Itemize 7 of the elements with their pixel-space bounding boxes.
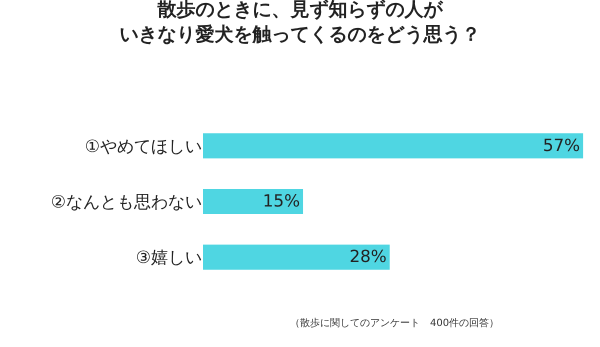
- data-label: 28%: [349, 246, 387, 266]
- y-tick-label: ②なんとも思わない: [50, 192, 202, 212]
- data-label: 57%: [542, 134, 580, 155]
- y-tick-label: ③嬉しい: [136, 248, 202, 268]
- y-tick-label: ①やめてほしい: [84, 136, 202, 157]
- text: （散歩に関してのアンケート 400件の回答）: [290, 317, 500, 329]
- data-label: 15%: [262, 190, 300, 210]
